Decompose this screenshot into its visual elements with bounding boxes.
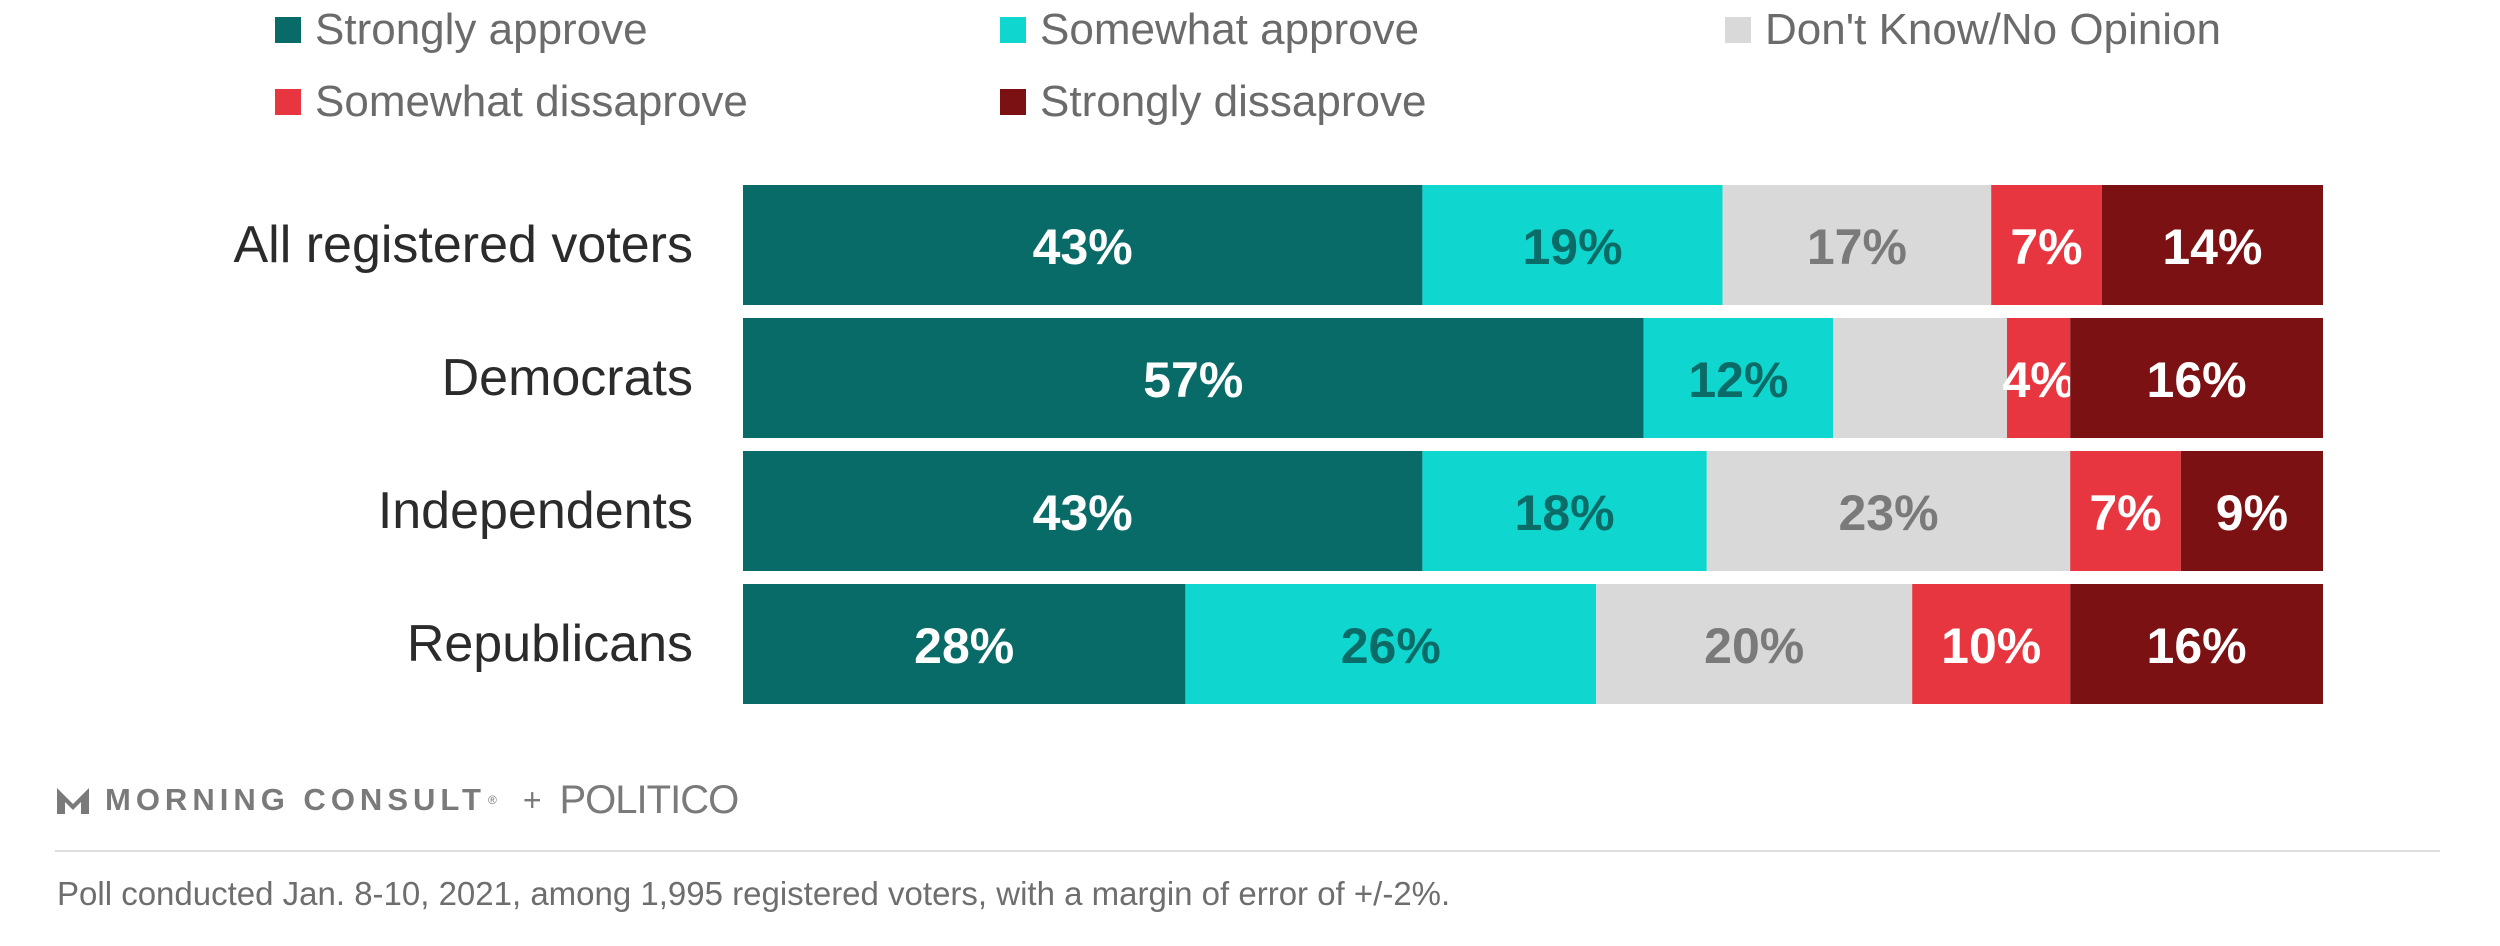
bar-segment — [1643, 318, 1834, 438]
category-label: All registered voters — [233, 216, 693, 274]
value-label: 20% — [1704, 618, 1804, 674]
bar-segment — [1912, 584, 2071, 704]
bar-segment — [1991, 185, 2102, 305]
value-label: 19% — [1522, 219, 1622, 275]
legend-swatch — [1000, 17, 1026, 43]
brand-plus: + — [522, 781, 542, 818]
value-label: 16% — [2147, 618, 2247, 674]
legend-label: Don't Know/No Opinion — [1765, 5, 2221, 54]
bar-segment — [2180, 451, 2323, 571]
value-label: 23% — [1838, 485, 1938, 541]
legend-item: Strongly dissaprove — [1000, 72, 1426, 132]
bar-segment — [1185, 584, 1597, 704]
bar-segment — [1422, 185, 1723, 305]
bar-segment — [2070, 451, 2181, 571]
category-label: Republicans — [407, 615, 693, 673]
value-label: 9% — [2216, 485, 2288, 541]
legend-item: Somewhat approve — [1000, 0, 1419, 60]
value-label: 43% — [1033, 485, 1133, 541]
category-label: Independents — [378, 482, 693, 540]
value-label: 57% — [1143, 352, 1243, 408]
chart-legend: Strongly approve Somewhat approve Don't Kn… — [275, 0, 2375, 140]
bar-segment — [1706, 451, 2071, 571]
legend-label: Strongly dissaprove — [1040, 77, 1427, 126]
bar-segment — [1596, 584, 1913, 704]
bar-segment — [743, 185, 1423, 305]
value-label: 16% — [2147, 352, 2247, 408]
politico-wordmark: POLITICO — [559, 777, 740, 822]
bar-segment — [1722, 185, 1992, 305]
value-label: 7% — [2089, 485, 2161, 541]
registered-mark: ® — [487, 793, 497, 807]
morning-consult-logo-icon — [57, 788, 89, 814]
legend-label: Strongly approve — [315, 5, 648, 54]
stacked-bar-chart: All registered voters 43% 19% 17% 7% 14% Democ… — [233, 185, 2323, 704]
bar-segment — [743, 451, 1423, 571]
bar-segment — [743, 584, 1186, 704]
value-label: 17% — [1807, 219, 1907, 275]
legend-swatch — [1725, 17, 1751, 43]
value-label: 4% — [2002, 352, 2074, 408]
brand-footer: MORNING CONSULT ® + POLITICO — [55, 770, 740, 830]
bar-segment — [1422, 451, 1707, 571]
morning-consult-wordmark: MORNING CONSULT — [105, 782, 486, 817]
value-label: 26% — [1341, 618, 1441, 674]
bar-segment — [2101, 185, 2323, 305]
value-label: 43% — [1033, 219, 1133, 275]
legend-label: Somewhat approve — [1040, 5, 1420, 54]
legend-label: Somewhat dissaprove — [315, 77, 748, 126]
bar-segment — [743, 318, 1644, 438]
category-label: Democrats — [442, 349, 693, 407]
value-label: 28% — [914, 618, 1014, 674]
footer-divider — [55, 850, 2440, 852]
value-label: 18% — [1515, 485, 1615, 541]
value-label: 10% — [1941, 618, 2041, 674]
footnote: Poll conducted Jan. 8-10, 2021, among 1,… — [57, 875, 1451, 912]
value-label: 7% — [2010, 219, 2082, 275]
value-label: 12% — [1688, 352, 1788, 408]
bar-segment — [2007, 318, 2071, 438]
legend-item: Don't Know/No Opinion — [1725, 0, 2221, 60]
legend-item: Strongly approve — [275, 0, 648, 60]
legend-swatch — [275, 17, 301, 43]
legend-item: Somewhat dissaprove — [275, 72, 748, 132]
bar-segment — [2070, 318, 2323, 438]
bar-segment — [1833, 318, 2007, 438]
value-label: 14% — [2162, 219, 2262, 275]
bar-segment — [2070, 584, 2323, 704]
legend-swatch — [1000, 89, 1026, 115]
legend-swatch — [275, 89, 301, 115]
